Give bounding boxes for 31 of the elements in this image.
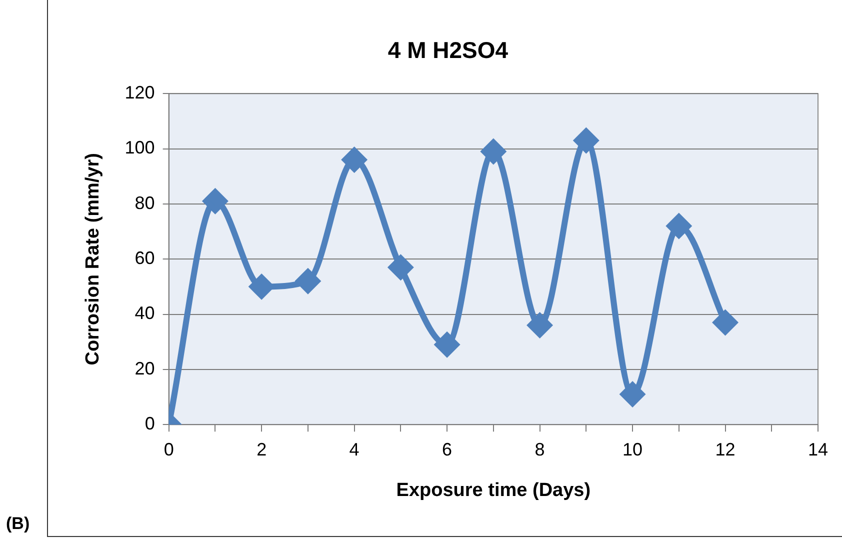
point bbox=[574, 128, 598, 152]
x-tick-label: 4 bbox=[349, 439, 360, 460]
point bbox=[481, 140, 506, 164]
point bbox=[620, 382, 645, 406]
y-tick-label: 120 bbox=[124, 82, 155, 103]
x-tick-label: 8 bbox=[534, 439, 545, 460]
y-axis-title: Corrosion Rate (mm/yr) bbox=[82, 153, 104, 366]
y-tick-label: 20 bbox=[134, 358, 155, 378]
x-tick-label: 14 bbox=[808, 439, 828, 460]
y-tick-label: 80 bbox=[134, 192, 155, 213]
point bbox=[528, 313, 552, 338]
chart-title: 4 M H2SO4 bbox=[388, 37, 508, 64]
x-tick-label: 10 bbox=[622, 439, 643, 460]
x-tick-label: 12 bbox=[715, 439, 736, 460]
point bbox=[250, 274, 274, 299]
x-tick-label: 6 bbox=[442, 439, 452, 460]
y-tick-label: 0 bbox=[144, 414, 155, 434]
point bbox=[388, 255, 413, 280]
point bbox=[203, 189, 228, 214]
point bbox=[666, 214, 691, 238]
x-tick-label: 2 bbox=[256, 439, 267, 460]
point bbox=[435, 332, 460, 357]
y-tick-label: 100 bbox=[124, 138, 155, 158]
point bbox=[342, 148, 366, 172]
x-axis-title: Exposure time (Days) bbox=[396, 480, 591, 501]
y-tick-label: 60 bbox=[134, 248, 155, 268]
text: (B) bbox=[6, 514, 30, 534]
point bbox=[296, 269, 320, 294]
y-tick-label: 40 bbox=[134, 303, 155, 324]
point bbox=[713, 310, 738, 335]
x-tick-label: 0 bbox=[164, 439, 174, 460]
